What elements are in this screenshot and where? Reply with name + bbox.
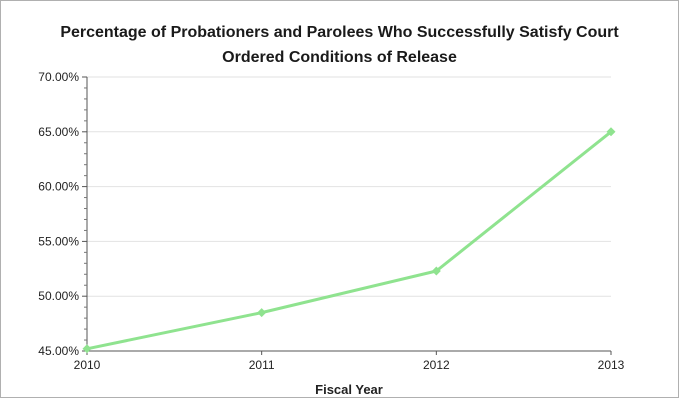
- y-axis-ticks: 45.00% 50.00% 55.00% 60.00% 65.00% 70.00%: [38, 70, 87, 358]
- x-tick-label: 2010: [74, 358, 101, 372]
- series-layer: [82, 127, 616, 354]
- y-tick-label: 55.00%: [38, 234, 79, 248]
- y-tick-label: 65.00%: [38, 125, 79, 139]
- x-tick-label: 2013: [598, 358, 625, 372]
- grid-lines: [87, 76, 611, 352]
- x-tick-label: 2012: [423, 358, 450, 372]
- axes: [86, 77, 611, 352]
- data-point: [431, 266, 441, 276]
- y-tick-label: 45.00%: [38, 344, 79, 358]
- chart-title-line-1: Percentage of Probationers and Parolees …: [60, 24, 619, 41]
- data-point: [82, 344, 92, 354]
- data-point: [606, 127, 616, 137]
- chart-title-line-2: Ordered Conditions of Release: [222, 49, 457, 66]
- y-tick-label: 50.00%: [38, 289, 79, 303]
- chart-title: Percentage of Probationers and Parolees …: [0, 20, 679, 70]
- y-tick-label: 70.00%: [38, 70, 79, 84]
- x-tick-label: 2011: [249, 358, 275, 372]
- data-point: [257, 308, 267, 318]
- x-axis-ticks: 2010 2011 2012 2013: [74, 351, 625, 372]
- series-line: [86, 130, 612, 351]
- x-axis-title: Fiscal Year: [315, 382, 383, 397]
- y-tick-label: 60.00%: [38, 180, 79, 194]
